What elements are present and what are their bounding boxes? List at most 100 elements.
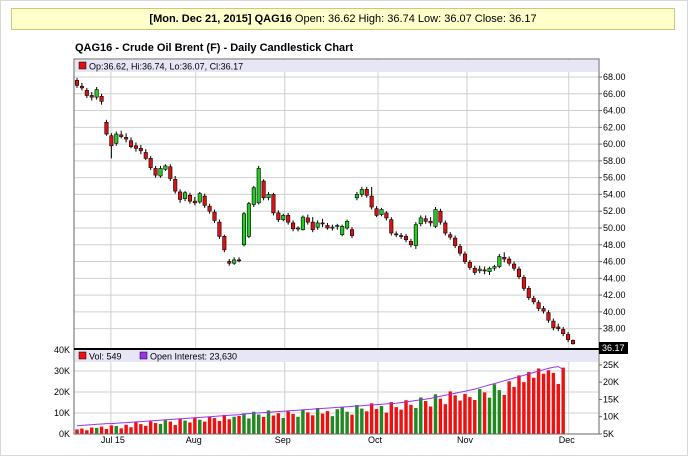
candle[interactable] (359, 189, 364, 195)
candle[interactable] (138, 148, 143, 152)
candle[interactable] (472, 267, 477, 273)
volume-bar[interactable] (222, 414, 227, 434)
volume-bar[interactable] (414, 407, 418, 434)
candle[interactable] (477, 268, 482, 272)
candle[interactable] (438, 210, 443, 223)
candle[interactable] (507, 258, 512, 264)
candle[interactable] (129, 140, 134, 147)
volume-bar[interactable] (163, 420, 168, 434)
volume-bar[interactable] (281, 418, 285, 434)
candle[interactable] (143, 152, 148, 159)
volume-bar[interactable] (173, 424, 177, 434)
volume-bar[interactable] (419, 397, 423, 434)
candle[interactable] (531, 298, 536, 303)
candle[interactable] (266, 194, 271, 199)
candle[interactable] (187, 194, 192, 202)
volume-bar[interactable] (75, 429, 79, 434)
volume-bar[interactable] (271, 415, 276, 434)
volume-bar[interactable] (247, 418, 251, 434)
candle[interactable] (566, 334, 571, 340)
volume-bar[interactable] (301, 409, 305, 434)
volume-bar[interactable] (497, 390, 502, 434)
volume-bar[interactable] (531, 377, 536, 434)
candle[interactable] (251, 187, 256, 205)
volume-bar[interactable] (536, 368, 541, 434)
candle[interactable] (536, 302, 541, 309)
candle[interactable] (443, 222, 448, 234)
candle[interactable] (570, 340, 576, 345)
candle[interactable] (467, 262, 472, 268)
candle[interactable] (349, 229, 355, 236)
volume-bar[interactable] (428, 406, 433, 434)
candle[interactable] (295, 227, 301, 230)
volume-bar[interactable] (551, 372, 556, 434)
volume-bar[interactable] (492, 384, 497, 434)
volume-bar[interactable] (477, 389, 482, 434)
candle[interactable] (261, 180, 266, 199)
candle[interactable] (94, 89, 99, 98)
volume-bar[interactable] (389, 402, 394, 434)
volume-bar[interactable] (556, 384, 560, 434)
candle[interactable] (241, 213, 246, 246)
candle[interactable] (379, 209, 384, 215)
volume-bar[interactable] (158, 423, 163, 434)
volume-bar[interactable] (266, 410, 271, 434)
volume-bar[interactable] (202, 421, 207, 434)
candle[interactable] (482, 269, 487, 272)
candle[interactable] (310, 221, 315, 230)
candle[interactable] (124, 137, 129, 140)
volume-bar[interactable] (546, 370, 551, 434)
volume-bar[interactable] (183, 420, 187, 434)
volume-bar[interactable] (198, 419, 202, 434)
candle[interactable] (207, 205, 212, 212)
candle[interactable] (246, 203, 251, 237)
volume-bar[interactable] (193, 417, 197, 434)
candle[interactable] (256, 168, 261, 204)
candle[interactable] (300, 216, 305, 230)
candle[interactable] (163, 165, 168, 170)
candle[interactable] (168, 166, 173, 179)
volume-bar[interactable] (379, 406, 384, 434)
volume-bar[interactable] (217, 420, 222, 434)
candle[interactable] (227, 261, 232, 264)
volume-bar[interactable] (438, 398, 443, 434)
volume-bar[interactable] (463, 393, 467, 434)
candle[interactable] (276, 212, 281, 220)
volume-bar[interactable] (345, 411, 349, 434)
volume-bar[interactable] (227, 419, 231, 434)
candle[interactable] (271, 194, 276, 214)
volume-bar[interactable] (114, 426, 119, 434)
volume-bar[interactable] (242, 413, 246, 434)
candle[interactable] (330, 226, 335, 229)
candle[interactable] (354, 194, 359, 199)
candle[interactable] (458, 246, 463, 254)
volume-bar[interactable] (325, 411, 330, 434)
volume-bar[interactable] (178, 418, 182, 434)
candle[interactable] (222, 236, 227, 251)
candle[interactable] (237, 259, 242, 262)
volume-bar[interactable] (340, 406, 344, 434)
volume-bar[interactable] (453, 395, 457, 434)
volume-bar[interactable] (527, 372, 531, 434)
volume-bar[interactable] (502, 394, 506, 434)
volume-bar[interactable] (237, 415, 241, 434)
candle[interactable] (492, 266, 497, 269)
candle[interactable] (389, 219, 394, 234)
volume-bar[interactable] (144, 425, 148, 434)
volume-bar[interactable] (404, 400, 408, 434)
volume-bar[interactable] (296, 416, 300, 434)
volume-bar[interactable] (473, 399, 477, 434)
volume-bar[interactable] (291, 414, 295, 434)
volume-bar[interactable] (306, 412, 310, 434)
volume-bar[interactable] (369, 403, 374, 434)
candle[interactable] (369, 195, 374, 208)
candle[interactable] (546, 312, 551, 321)
candle[interactable] (418, 217, 423, 225)
volume-bar[interactable] (360, 408, 364, 434)
candle[interactable] (99, 95, 104, 102)
candle[interactable] (109, 135, 114, 147)
candle[interactable] (428, 220, 433, 224)
volume-bar[interactable] (232, 416, 236, 434)
volume-bar[interactable] (423, 401, 428, 434)
